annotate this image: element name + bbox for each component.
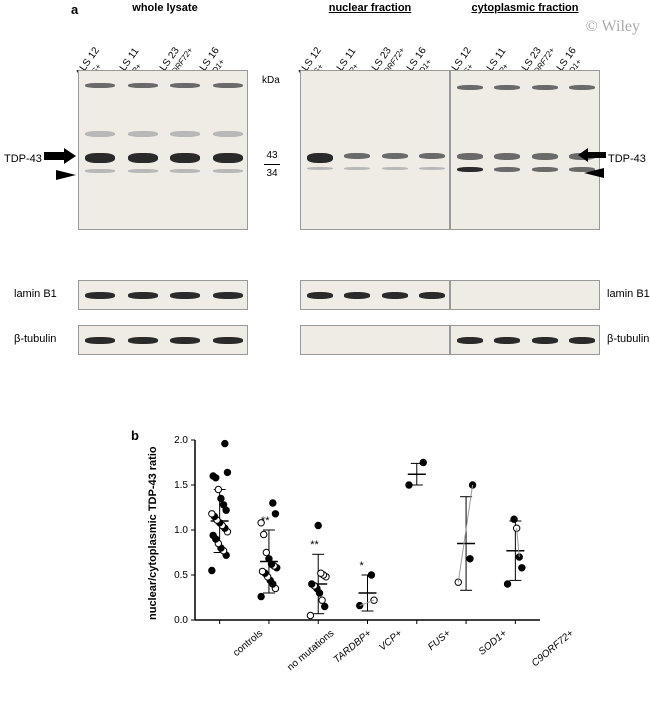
blot-whole_tdp bbox=[78, 70, 248, 230]
y-axis-label: nuclear/cytoplasmic TDP-43 ratio bbox=[147, 446, 159, 620]
label-tdp-left: TDP-43 bbox=[4, 153, 42, 165]
svg-text:1.0: 1.0 bbox=[174, 525, 188, 536]
blot-whole_btub bbox=[78, 325, 248, 355]
arrow-tdp-left bbox=[44, 148, 76, 164]
kda-unit: kDa bbox=[262, 75, 280, 86]
kda-34: 34 bbox=[262, 168, 282, 179]
header-nuclear: nuclear fraction bbox=[305, 2, 435, 14]
svg-text:0.5: 0.5 bbox=[174, 570, 188, 581]
chart-svg: 0.0 0.5 1.0 1.5 2.0 bbox=[175, 435, 545, 630]
blot-nuc_lamin bbox=[300, 280, 450, 310]
x-label-5: SOD1+ bbox=[477, 628, 509, 658]
sig-1: ** bbox=[261, 515, 270, 527]
x-label-6: C9ORF72+ bbox=[530, 628, 576, 669]
arrow-tdp-right bbox=[578, 148, 606, 162]
svg-text:2.0: 2.0 bbox=[174, 435, 188, 446]
arrowhead-left bbox=[56, 170, 76, 180]
header-cyto: cytoplasmic fraction bbox=[445, 2, 605, 14]
sig-3: * bbox=[360, 560, 364, 572]
header-whole: whole lysate bbox=[105, 2, 225, 14]
x-label-0: controls bbox=[231, 628, 265, 659]
label-lamin-right: lamin B1 bbox=[607, 288, 650, 300]
scatter-chart: 0.0 0.5 1.0 1.5 2.0 bbox=[175, 435, 545, 630]
arrowhead-right bbox=[584, 168, 604, 178]
x-label-4: FUS+ bbox=[426, 628, 453, 653]
label-btub-right: β-tubulin bbox=[607, 333, 649, 345]
x-label-1: no mutations bbox=[285, 628, 336, 673]
svg-text:1.5: 1.5 bbox=[174, 480, 188, 491]
label-tdp-right: TDP-43 bbox=[608, 153, 646, 165]
panel-a-label: a bbox=[71, 2, 78, 17]
blot-cyto_lamin bbox=[450, 280, 600, 310]
blot-cyto_btub bbox=[450, 325, 600, 355]
kda-line bbox=[264, 164, 280, 165]
watermark: © Wiley bbox=[586, 18, 640, 36]
svg-text:0.0: 0.0 bbox=[174, 615, 188, 626]
label-btub-left: β-tubulin bbox=[14, 333, 56, 345]
panel-b-label: b bbox=[131, 428, 139, 443]
figure-root: © Wiley a whole lysate nuclear fraction … bbox=[0, 0, 650, 703]
label-lamin-left: lamin B1 bbox=[14, 288, 57, 300]
kda-43: 43 bbox=[262, 150, 282, 161]
x-label-2: TARDBP+ bbox=[332, 628, 374, 666]
x-label-3: VCP+ bbox=[377, 628, 404, 653]
blot-nuc_tdp bbox=[300, 70, 450, 230]
sig-2: ** bbox=[310, 539, 319, 551]
blot-nuc_btub bbox=[300, 325, 450, 355]
blot-whole_lamin bbox=[78, 280, 248, 310]
